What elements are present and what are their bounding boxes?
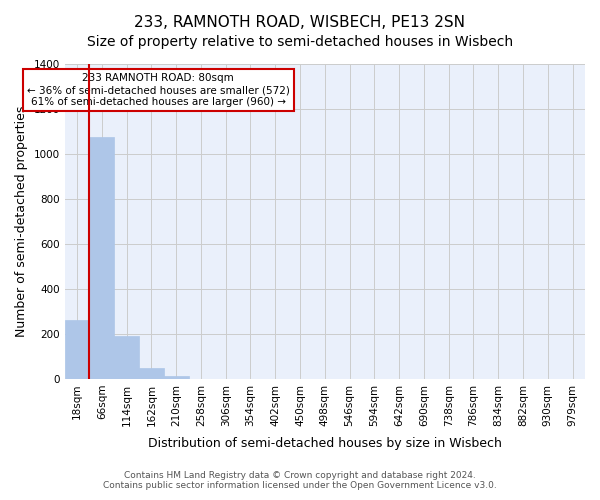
Text: 233 RAMNOTH ROAD: 80sqm
← 36% of semi-detached houses are smaller (572)
61% of s: 233 RAMNOTH ROAD: 80sqm ← 36% of semi-de… (27, 74, 290, 106)
Text: 233, RAMNOTH ROAD, WISBECH, PE13 2SN: 233, RAMNOTH ROAD, WISBECH, PE13 2SN (134, 15, 466, 30)
Bar (164, 376, 188, 379)
Bar (139, 368, 164, 379)
Bar (114, 336, 139, 379)
Bar (89, 137, 114, 379)
Bar (65, 320, 89, 379)
Text: Contains HM Land Registry data © Crown copyright and database right 2024.
Contai: Contains HM Land Registry data © Crown c… (103, 470, 497, 490)
Text: Size of property relative to semi-detached houses in Wisbech: Size of property relative to semi-detach… (87, 35, 513, 49)
Y-axis label: Number of semi-detached properties: Number of semi-detached properties (15, 106, 28, 337)
X-axis label: Distribution of semi-detached houses by size in Wisbech: Distribution of semi-detached houses by … (148, 437, 502, 450)
